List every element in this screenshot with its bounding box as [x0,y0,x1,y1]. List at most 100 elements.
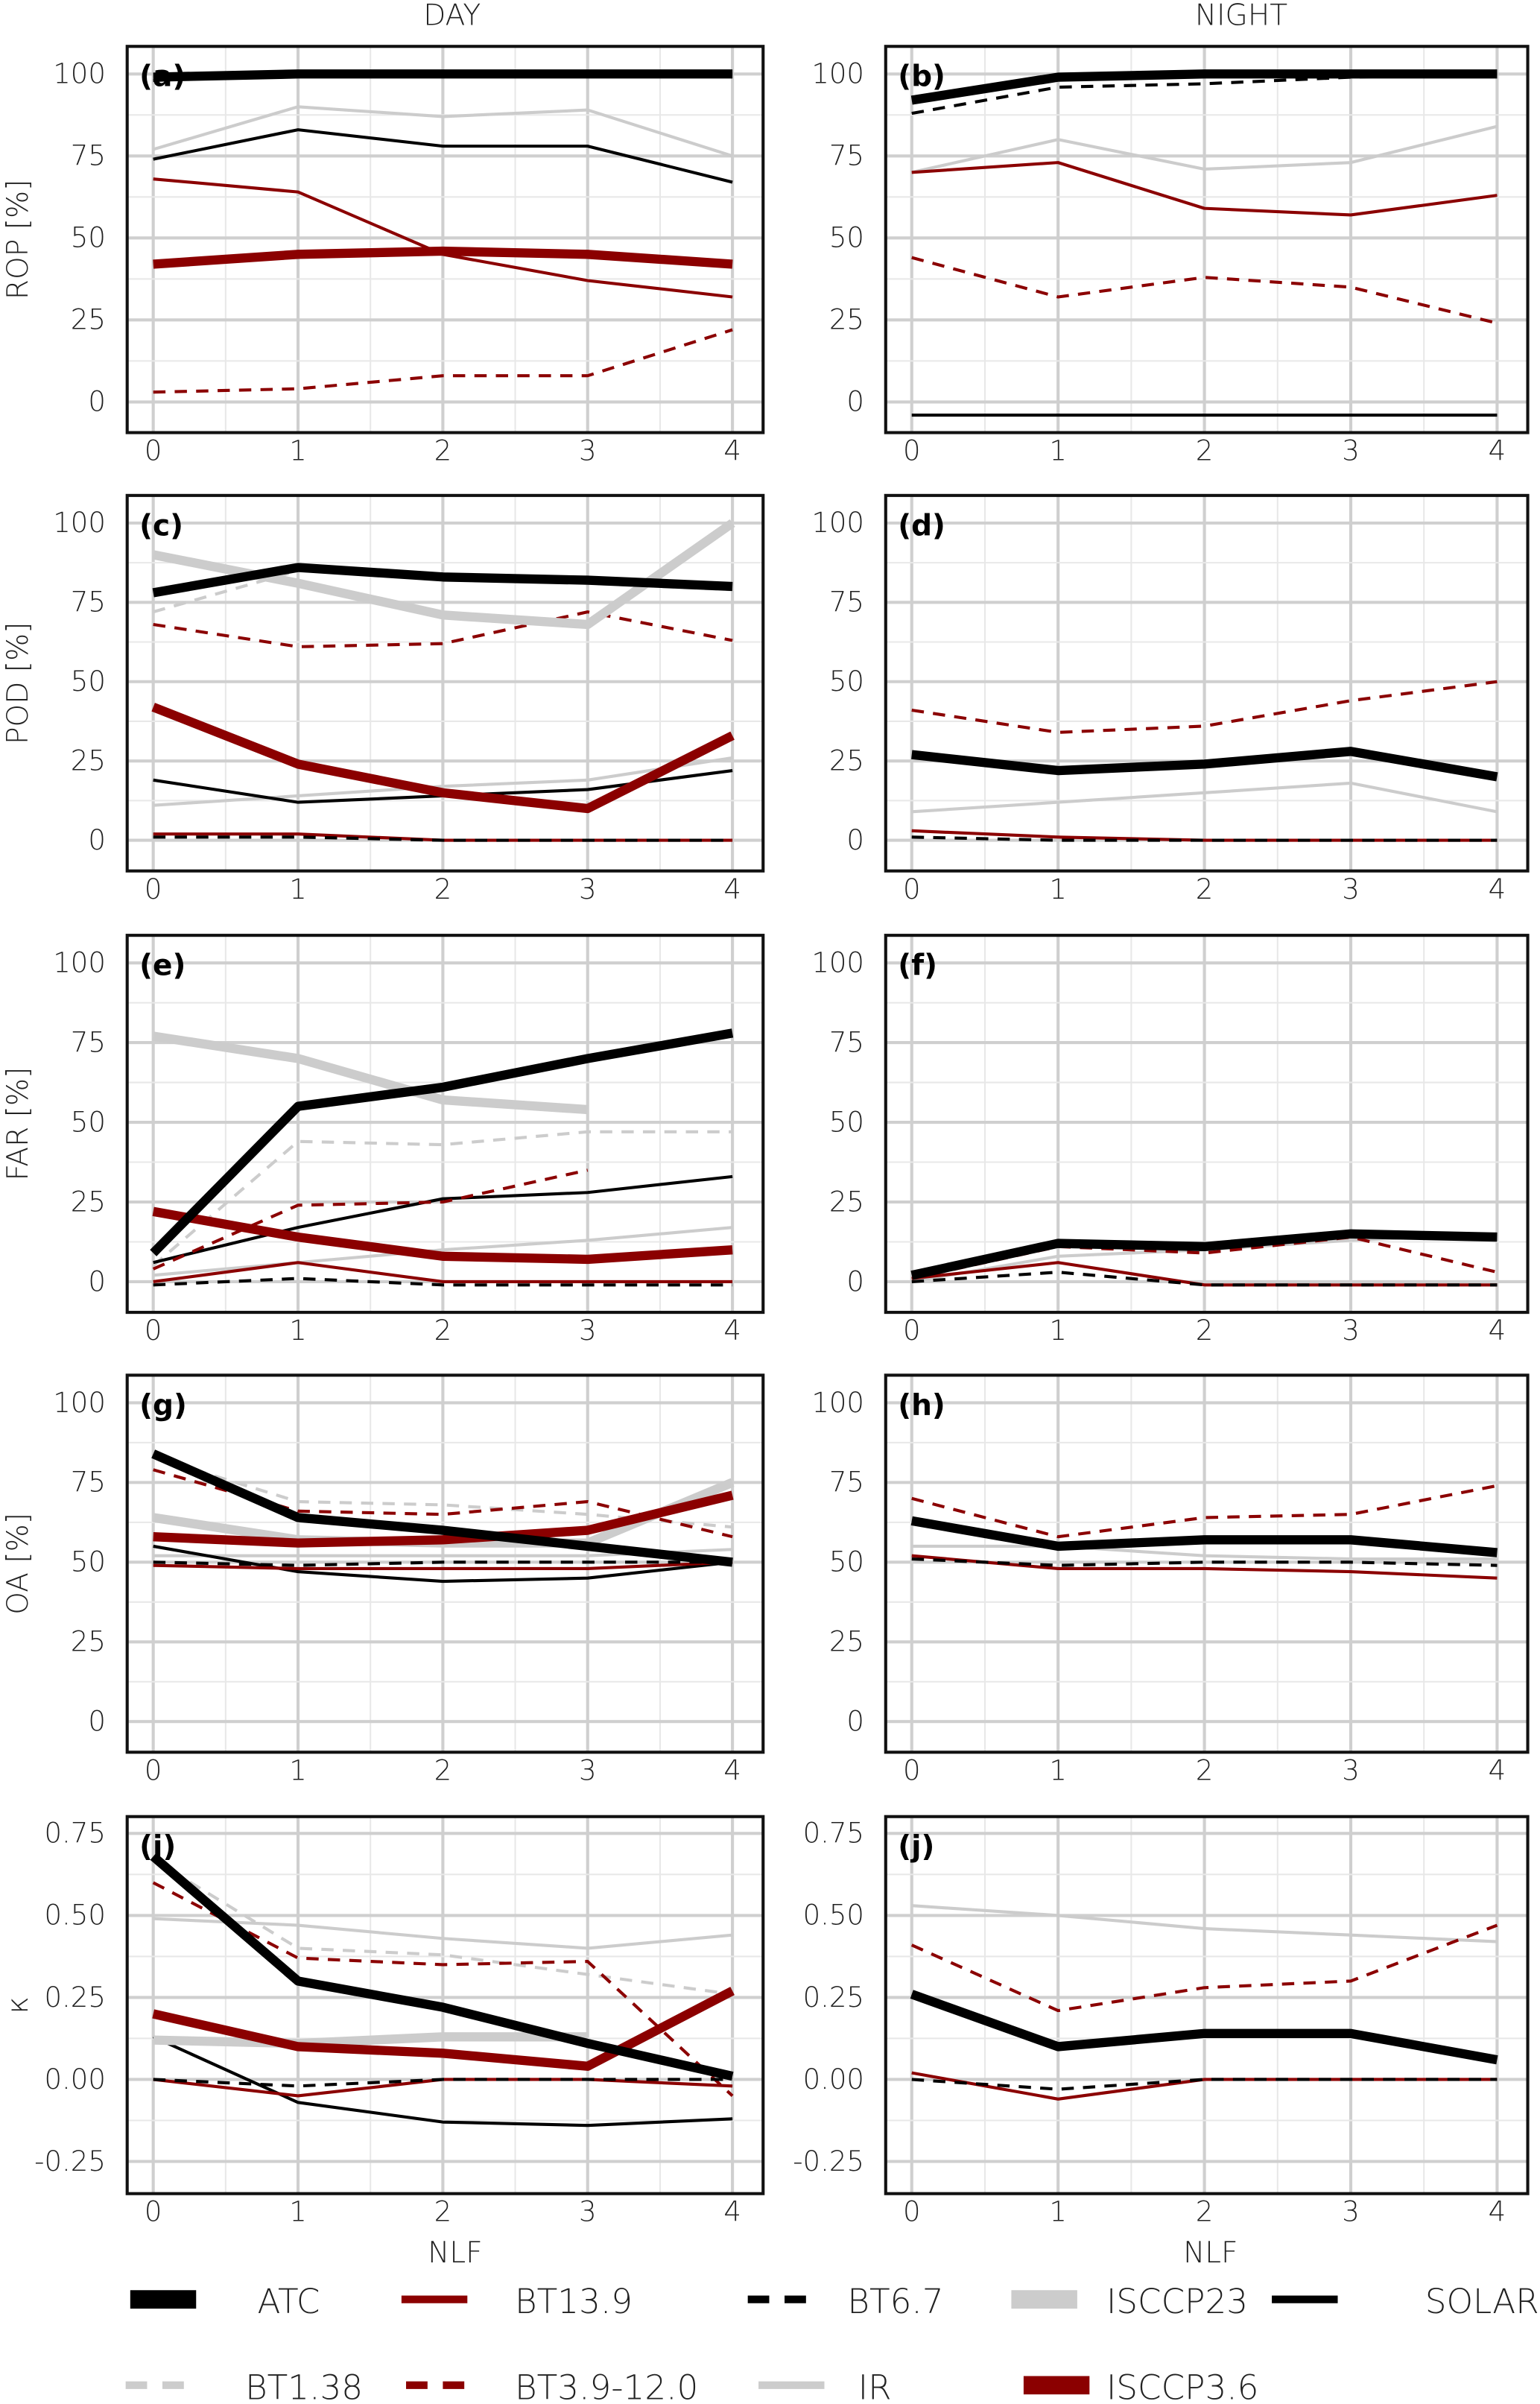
y-axis-label: FAR [%] [1,1067,35,1181]
series-line-bt13-9 [911,1261,1498,1287]
series-line-ir [153,756,733,807]
y-tick-label: 25 [829,1626,864,1658]
y-tick-label: 75 [829,1467,864,1499]
panel-g: 0 1 2 3 4 0 25 50 75 100 (g) OA [%] [1,1373,765,1786]
x-tick-label: 2 [1196,873,1214,905]
series-line-ir [911,781,1498,814]
legend-label: ATC [258,2282,320,2321]
series-line-atc [910,69,1498,105]
x-tick-label: 4 [723,2196,741,2228]
y-tick-label: 50 [71,1106,106,1138]
y-axis-label: ROP [%] [1,180,35,300]
x-tick-label: 1 [289,1754,307,1786]
x-tick-label: 4 [1489,873,1506,905]
series-line-atc [910,1516,1498,1557]
y-axis-label: κ [1,1996,35,2014]
x-tick-label: 4 [723,435,741,467]
x-tick-label: 2 [434,2196,452,2228]
y-tick-label: 0 [88,824,106,856]
panel-label: (d) [898,509,945,543]
y-tick-label: 25 [829,745,864,777]
series-line-bt3-9-12-0 [152,1881,734,2097]
panel-j: 0 1 2 3 4 -0.25 0.00 0.25 0.50 0.75 (j) [793,1815,1530,2228]
y-tick-label: 75 [829,586,864,619]
x-tick-label: 3 [1342,2196,1360,2228]
panel-a: 0 1 2 3 4 0 25 50 75 100 (a) ROP [%] [1,45,765,467]
x-tick-label: 0 [903,2196,921,2228]
legend-item-bt1-38: BT1.38 [125,2367,363,2404]
y-tick-label: 75 [71,1467,106,1499]
series-line-bt6-7 [153,2078,733,2088]
legend-label: BT13.9 [515,2282,633,2321]
x-tick-label: 1 [1049,435,1067,467]
y-tick-label: 50 [71,1546,106,1578]
y-tick-label: 50 [829,1546,864,1578]
x-tick-label: 1 [1049,2196,1067,2228]
x-tick-label: 4 [1489,1315,1506,1347]
series-line-ir [153,1917,733,1950]
series-line-ir [911,124,1498,174]
y-tick-label: 0.00 [803,2063,864,2095]
x-tick-label: 3 [1342,1754,1360,1786]
series-line-isccp3-6 [153,246,733,269]
panel-d: 0 1 2 3 4 0 25 50 75 100 (d) [811,493,1530,905]
y-tick-label: 75 [71,586,106,619]
y-tick-label: 0 [846,824,864,856]
series-line-bt1-38 [152,1858,733,1996]
series-line-bt3-9-12-0 [153,328,733,394]
x-tick-label: 1 [289,873,307,905]
x-tick-label: 2 [434,435,452,467]
series-line-solar [152,2035,733,2128]
legend-item-bt3-9-12-0: BT3.9-12.0 [406,2367,698,2404]
series-line-bt3-9-12-0 [911,256,1498,325]
y-tick-label: 100 [811,946,864,978]
legend-item-isccp3-6: ISCCP3.6 [1023,2367,1258,2404]
x-tick-label: 0 [145,2196,162,2228]
legend-label: ISCCP23 [1106,2282,1248,2321]
series-line-bt6-7 [153,1277,733,1287]
panel-frame [884,45,1530,434]
series-line-bt3-9-12-0 [911,1236,1498,1280]
y-tick-label: 25 [71,1186,106,1218]
panel-label: (f) [898,949,937,983]
y-tick-label: 25 [71,745,106,777]
series-line-atc [151,1449,733,1567]
y-tick-label: 50 [829,222,864,254]
column-title-night: NIGHT [1195,0,1287,32]
legend-item-atc: ATC [130,2282,320,2321]
series-line-ir [911,1904,1498,1943]
x-axis-label-night: NLF [1183,2236,1238,2270]
panel-frame [884,1815,1530,2195]
y-tick-label: 50 [829,665,864,698]
legend-item-solar: SOLAR [1272,2282,1539,2321]
x-tick-label: 4 [1489,2196,1506,2228]
legend-label: BT6.7 [847,2282,943,2321]
series-line-isccp3-6 [153,1490,734,1548]
y-tick-label: 100 [53,507,106,539]
series-line-bt6-7 [153,1560,733,1567]
y-tick-label: 25 [71,304,106,336]
panel-e: 0 1 2 3 4 0 25 50 75 100 (e) FAR [%] [1,934,765,1347]
y-tick-label: 50 [71,665,106,698]
series-line-isccp3-6 [151,703,735,814]
y-tick-label: 25 [71,1626,106,1658]
series-line-atc [153,69,733,82]
x-axis-label-day: NLF [428,2236,482,2270]
panel-frame [884,934,1530,1315]
y-tick-label: 0 [846,1265,864,1297]
panel-h: 0 1 2 3 4 0 25 50 75 100 (h) [811,1373,1530,1786]
y-tick-label: 0.50 [44,1900,105,1932]
series-line-bt6-7 [911,1271,1498,1287]
x-tick-label: 3 [579,2196,597,2228]
panel-frame [884,1373,1530,1754]
x-tick-label: 0 [145,873,162,905]
panel-f: 0 1 2 3 4 0 25 50 75 100 (f) [811,934,1530,1347]
y-tick-label: 0 [88,386,106,418]
series-line-bt3-9-12-0 [911,1484,1498,1539]
x-tick-label: 0 [903,1315,921,1347]
x-tick-label: 4 [723,1315,741,1347]
y-tick-label: 100 [811,58,864,90]
series-line-bt6-7 [911,1557,1498,1567]
y-tick-label: 25 [829,304,864,336]
panel-b: 0 1 2 3 4 0 25 50 75 100 (b) [811,45,1530,467]
